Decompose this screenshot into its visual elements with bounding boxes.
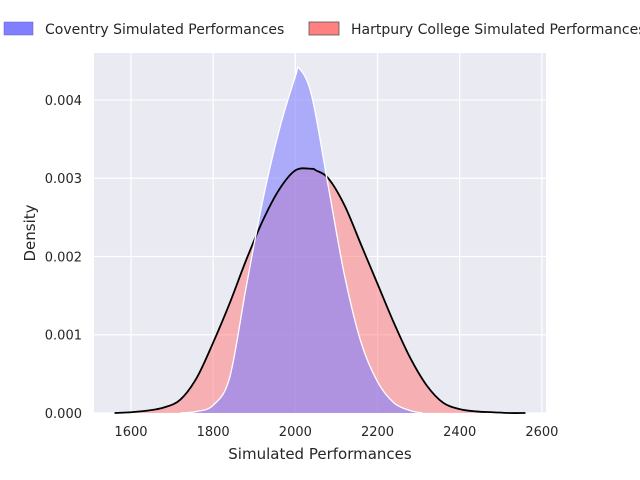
y-axis-ticks: 0.000 0.001 0.002 0.003 0.004 <box>45 94 82 422</box>
x-tick-label: 1800 <box>197 425 230 440</box>
density-line-coventry <box>180 66 423 414</box>
density-area-coventry <box>180 66 423 413</box>
legend: Coventry Simulated Performances Hartpury… <box>3 21 640 38</box>
legend-item-coventry: Coventry Simulated Performances <box>3 21 284 38</box>
legend-label-hartpury: Hartpury College Simulated Performances <box>351 22 640 38</box>
x-axis-ticks: 1600 1800 2000 2200 2400 2600 <box>114 425 558 440</box>
legend-swatch-coventry <box>3 21 34 36</box>
density-line-hartpury <box>114 167 526 414</box>
x-tick-label: 1600 <box>114 425 147 440</box>
y-tick-label: 0.001 <box>45 329 82 344</box>
legend-label-coventry: Coventry Simulated Performances <box>45 22 284 38</box>
x-tick-label: 2000 <box>279 425 312 440</box>
y-tick-label: 0.004 <box>45 94 82 109</box>
x-tick-label: 2200 <box>361 425 394 440</box>
x-tick-label: 2600 <box>525 425 558 440</box>
legend-swatch-hartpury <box>308 21 340 36</box>
y-axis-label: Density <box>21 204 39 261</box>
series-layer <box>114 66 526 414</box>
legend-item-hartpury: Hartpury College Simulated Performances <box>308 21 640 38</box>
y-tick-label: 0.002 <box>45 250 82 265</box>
x-axis-label: Simulated Performances <box>228 445 412 463</box>
x-tick-label: 2400 <box>443 425 476 440</box>
y-tick-label: 0.000 <box>45 407 82 422</box>
y-tick-label: 0.003 <box>45 172 82 187</box>
